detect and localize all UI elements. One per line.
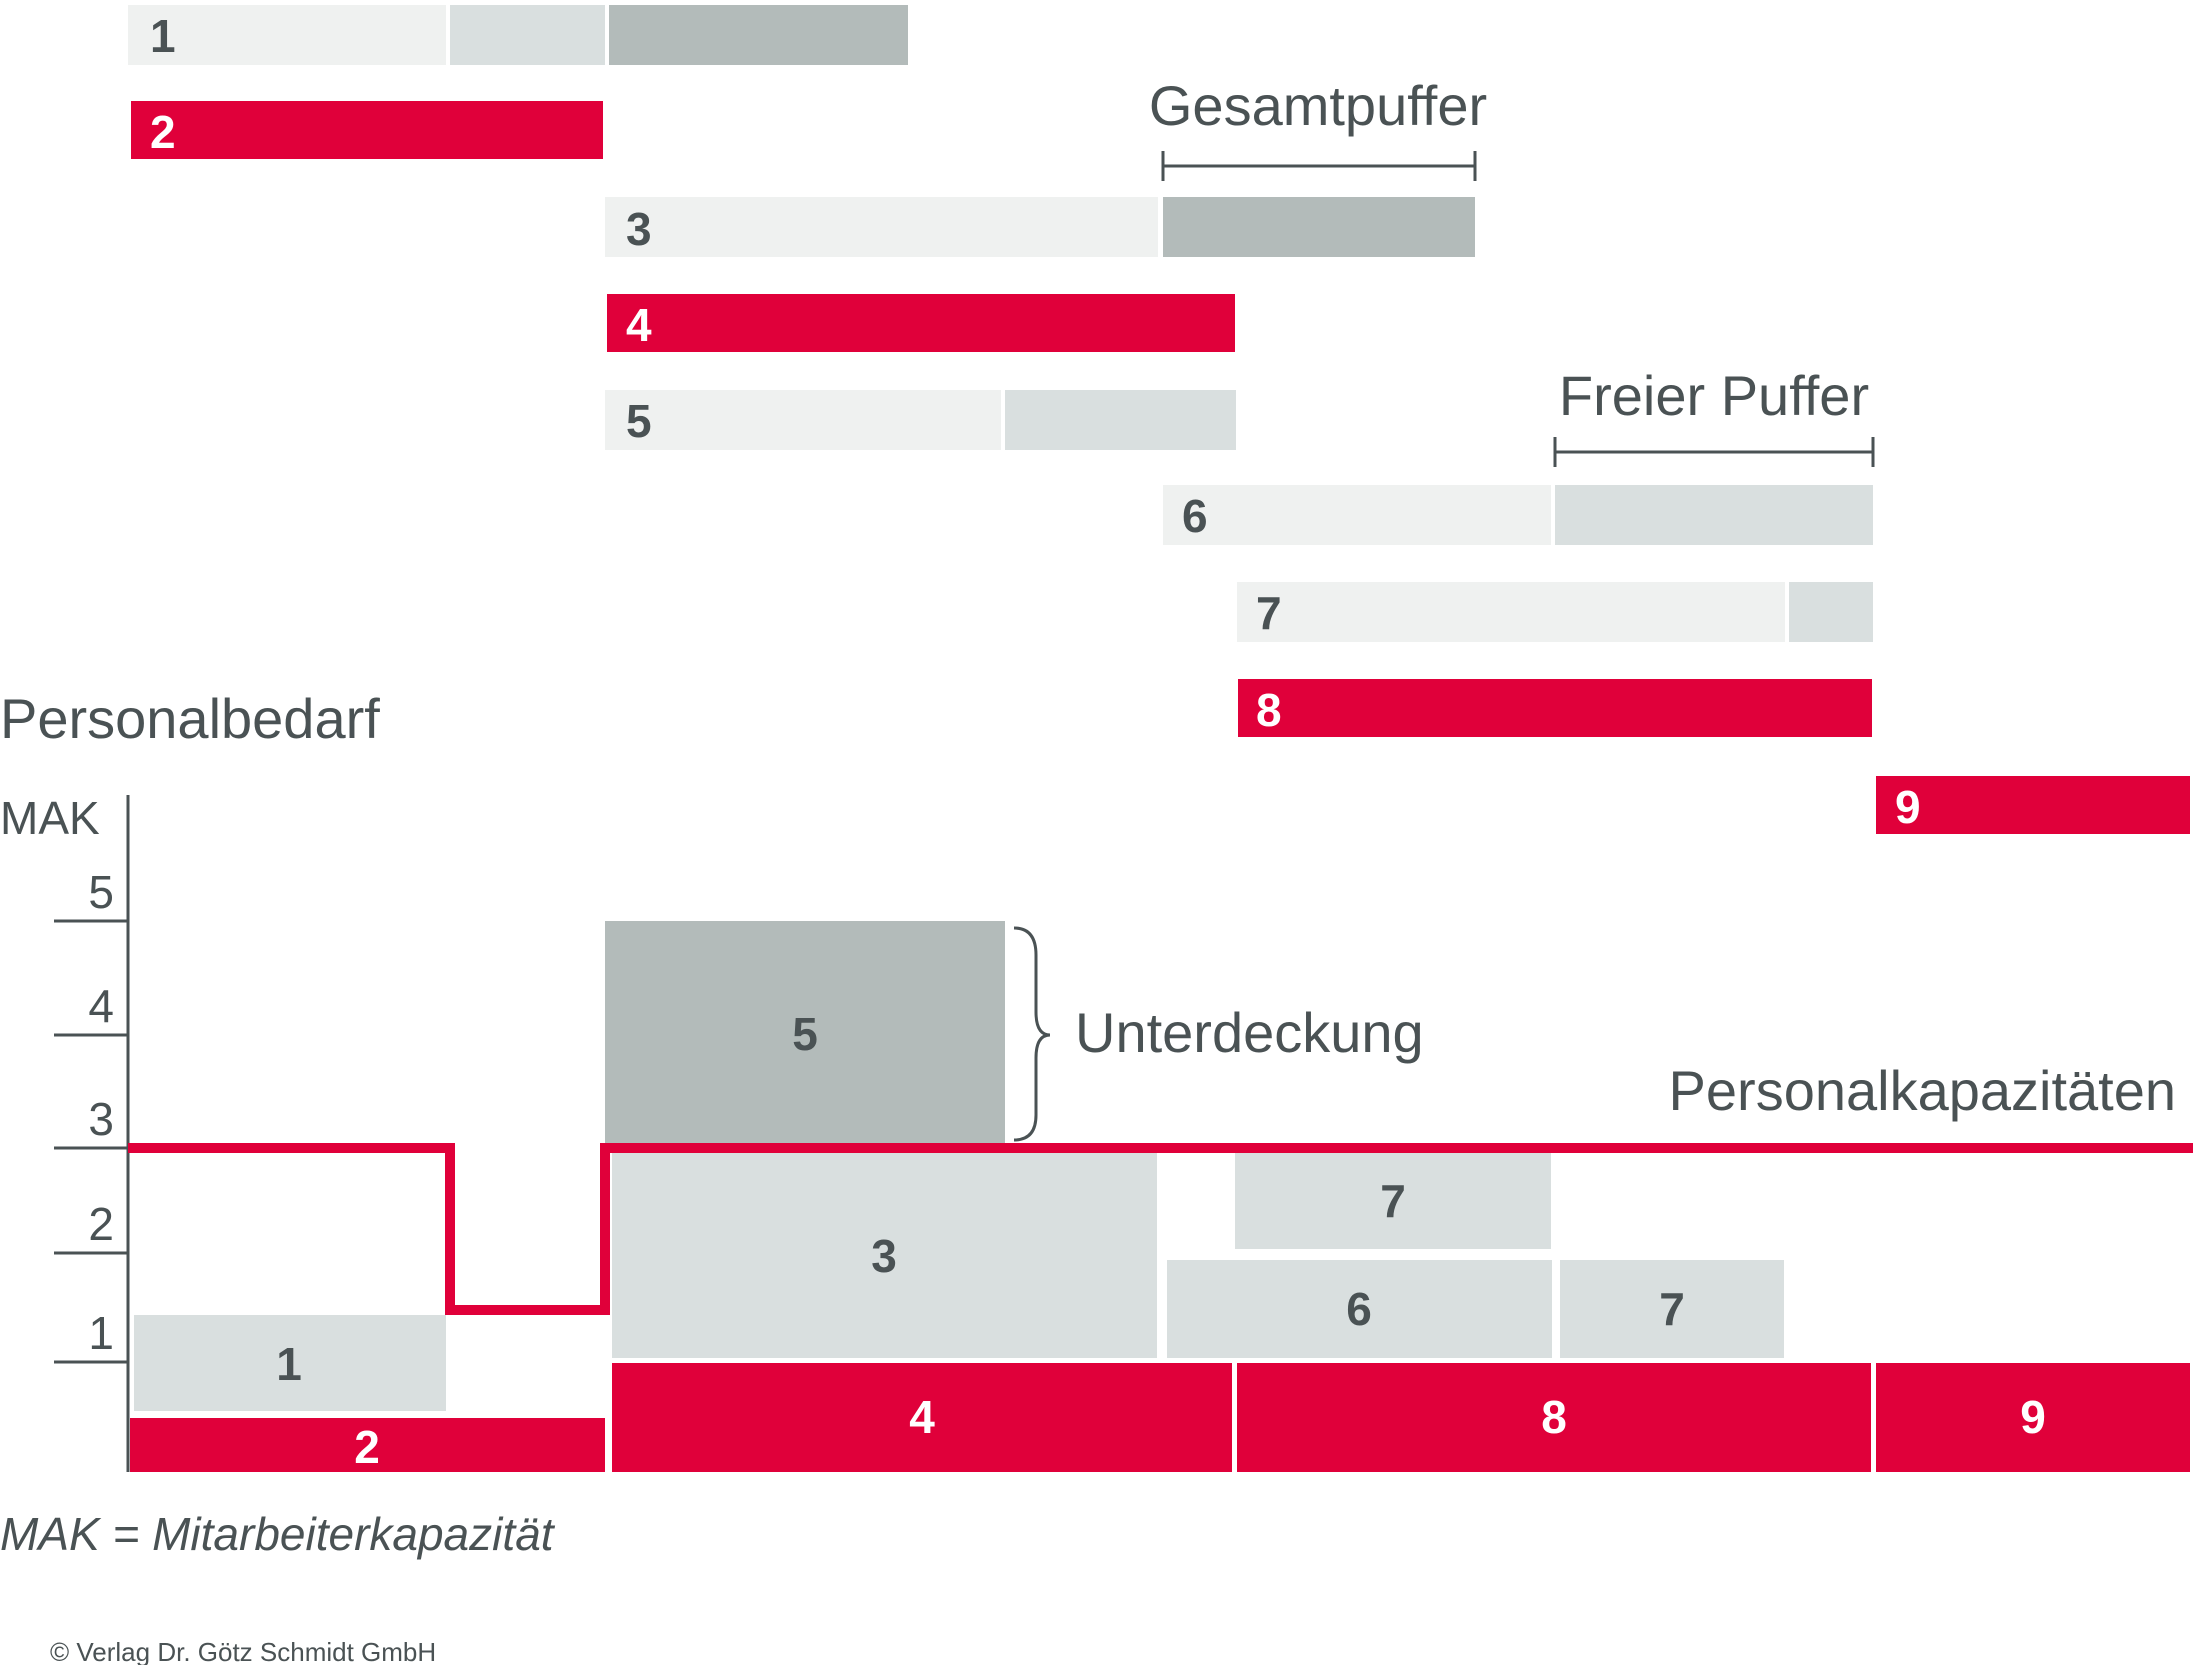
gantt-bar-5-label: 5 [626,395,652,447]
gantt-row-5: 5 [605,390,1236,450]
free-float-label: Freier Puffer [1559,364,1869,427]
gantt-row-9: 9 [1876,776,2190,834]
gantt-row-6: 6 [1163,485,1873,545]
resource-block-9 [1876,1363,2190,1472]
gantt-row-4: 4 [607,294,1235,352]
gantt-bar-1-label: 1 [150,10,176,62]
resource-block-3-label: 3 [871,1230,897,1282]
resource-block-5 [605,921,1005,1143]
gantt-bar-9-label: 9 [1895,781,1921,833]
resource-block-4 [612,1363,1232,1472]
capacity-label: Personalkapazitäten [1669,1059,2176,1122]
copyright: © Verlag Dr. Götz Schmidt GmbH [50,1637,436,1665]
gantt-bar-4-duration [607,294,1235,352]
resource-block-3 [612,1153,1157,1358]
gantt-row-7: 7 [1237,582,1873,642]
gantt-row-2: 2 [131,101,603,159]
gantt-bar-7-free-float [1789,582,1873,642]
resource-block-7-upper-label: 7 [1380,1175,1406,1227]
shortfall-label: Unterdeckung [1075,1001,1424,1064]
resource-block-7-upper [1235,1153,1551,1249]
total-float-label: Gesamtpuffer [1149,74,1487,137]
gantt-bar-1-free-float [450,5,605,65]
resource-block-7-lower-label: 7 [1659,1283,1685,1335]
gantt-bar-2-label: 2 [150,106,176,158]
footnote: MAK = Mitarbeiterkapazität [0,1508,556,1560]
gantt-bar-7-duration [1237,582,1785,642]
gantt-bar-3-duration [605,197,1158,257]
resource-block-8 [1237,1363,1871,1472]
gantt-bar-3-total-float [1163,197,1475,257]
resource-block-4-label: 4 [909,1391,935,1443]
free-float-annotation: Freier Puffer [1553,364,1875,467]
total-float-annotation: Gesamtpuffer [1149,74,1487,181]
resource-block-2 [130,1418,605,1472]
resource-block-1-label: 1 [276,1338,302,1390]
y-axis-unit-label: MAK [0,792,100,844]
gantt-bar-8-duration [1238,679,1872,737]
resource-block-1 [134,1315,446,1411]
gantt-bar-8-label: 8 [1256,684,1282,736]
gantt-bar-4-label: 4 [626,299,652,351]
y-tick-label-3: 3 [88,1093,114,1145]
resource-block-6-label: 6 [1346,1283,1372,1335]
gantt-bar-6-free-float [1555,485,1873,545]
gantt-bar-7-label: 7 [1256,587,1282,639]
resource-block-7-lower [1560,1260,1784,1358]
y-tick-label-1: 1 [88,1307,114,1359]
resource-block-5-label: 5 [792,1008,818,1060]
gantt-bar-6-label: 6 [1182,490,1208,542]
staff-demand-chart: Personalbedarf MAK 1 2 3 4 5 5 3 7 [0,687,2193,1473]
gantt-bar-5-free-float [1005,390,1236,450]
resource-block-9-label: 9 [2020,1391,2046,1443]
resource-blocks: 5 3 7 6 7 1 2 4 8 9 [130,921,2190,1473]
gantt-row-3: 3 [605,197,1475,257]
y-axis: 1 2 3 4 5 [54,795,130,1472]
gantt-bar-9-duration [1876,776,2190,834]
y-tick-label-4: 4 [88,980,114,1032]
chart-title: Personalbedarf [0,687,380,750]
resource-block-2-label: 2 [354,1421,380,1473]
gantt-bar-1-duration [128,5,446,65]
capacity-line [128,1143,2193,1315]
y-tick-label-5: 5 [88,866,114,918]
gantt-bar-1-total-float [609,5,908,65]
resource-block-8-label: 8 [1541,1391,1567,1443]
resource-block-6 [1167,1260,1552,1358]
gantt-bar-2-duration [131,101,603,159]
gantt-chart: 1 2 Gesamtpuffer 3 4 5 [128,5,2190,834]
gantt-bar-3-label: 3 [626,203,652,255]
shortfall-brace [1013,926,1051,1142]
gantt-bar-6-duration [1163,485,1551,545]
gantt-row-1: 1 [128,5,908,65]
gantt-row-8: 8 [1238,679,1872,737]
gantt-bar-5-duration [605,390,1001,450]
y-tick-label-2: 2 [88,1198,114,1250]
